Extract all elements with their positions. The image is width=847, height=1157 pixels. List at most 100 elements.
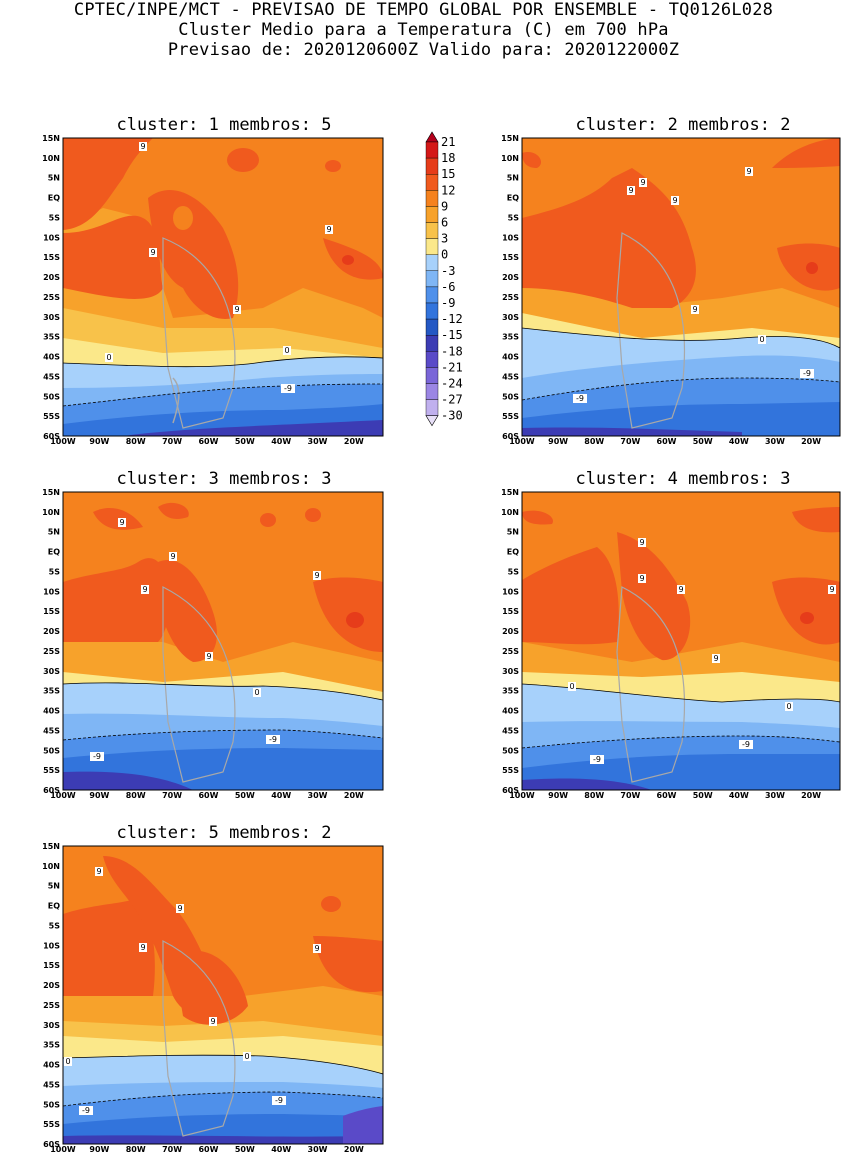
lon-tick-label: 60W	[657, 437, 677, 446]
colorbar-swatch	[425, 141, 439, 159]
contour-label: -9	[284, 384, 292, 393]
lat-tick-label: 40S	[43, 707, 60, 716]
colorbar-label: -21	[441, 360, 463, 374]
colorbar-top-arrow	[425, 131, 439, 143]
contour-label: 0	[65, 1057, 70, 1066]
contour-label-group: 9 9 9 9 9 0 -9 -9	[573, 167, 814, 403]
colorbar-label: -12	[441, 312, 463, 326]
contour-label: 9	[96, 867, 101, 876]
panel-title: cluster: 4 membros: 3	[576, 469, 791, 489]
lat-tick-label: EQ	[48, 548, 60, 557]
lat-tick-label: 25S	[43, 647, 60, 656]
lon-tick-label: 70W	[162, 791, 182, 800]
lon-tick-label: 30W	[308, 1145, 328, 1154]
lon-tick-label: 50W	[693, 437, 713, 446]
contour-label: -9	[269, 735, 277, 744]
lat-tick-label: 55S	[43, 412, 60, 421]
lat-tick-label: 35S	[43, 687, 60, 696]
lat-tick-label: 60S	[502, 432, 519, 441]
contour-label: 9	[678, 585, 683, 594]
lat-tick-label: 45S	[502, 372, 519, 381]
lon-tick-label: 60W	[657, 791, 677, 800]
contour-label-group: 9 9 9 9 0 0 -9	[105, 142, 333, 393]
lon-tick-label: 20W	[344, 791, 364, 800]
lat-tick-label: 40S	[502, 353, 519, 362]
lon-tick-label: 40W	[271, 437, 291, 446]
lat-tick-label: 5S	[49, 567, 61, 576]
contour-label: 9	[314, 944, 319, 953]
latitude-axis: 15N 10N 5N EQ 5S 10S 15S 20S 25S 30S 35S 40S 45S 50S 5…	[501, 488, 519, 795]
lon-tick-label: 80W	[584, 791, 604, 800]
map-panel-5: cluster: 5 membros: 2 9 9 9 9 9 0 0 -9 -…	[42, 823, 384, 1154]
colorbar-label: -6	[441, 280, 455, 294]
contour-label: 9	[829, 585, 834, 594]
lat-tick-label: 20S	[43, 981, 60, 990]
lat-tick-label: 35S	[43, 333, 60, 342]
lat-tick-label: 20S	[43, 273, 60, 282]
lon-tick-label: 40W	[729, 437, 749, 446]
lat-tick-label: 10N	[42, 508, 60, 517]
lat-tick-label: 55S	[502, 412, 519, 421]
lat-tick-label: 25S	[43, 293, 60, 302]
lat-tick-label: 10N	[501, 154, 519, 163]
lat-tick-label: 10S	[43, 233, 60, 242]
lon-tick-label: 30W	[765, 437, 785, 446]
map-panel-3: cluster: 3 membros: 3 9 9 9 9 9 0 -9 -9	[42, 469, 384, 800]
lat-tick-label: 60S	[502, 786, 519, 795]
colorbar-swatch	[425, 351, 439, 368]
lat-tick-label: 15N	[501, 488, 519, 497]
colorbar-label: -30	[441, 409, 463, 423]
lat-tick-label: 60S	[43, 1140, 60, 1149]
colorbar-swatch	[425, 334, 439, 352]
lon-tick-label: 40W	[271, 791, 291, 800]
lat-tick-label: EQ	[507, 548, 519, 557]
colorbar-label: -18	[441, 344, 463, 358]
colorbar-label: 3	[441, 232, 448, 246]
lat-tick-label: 40S	[43, 1061, 60, 1070]
contour-label: 9	[170, 552, 175, 561]
lat-tick-label: 25S	[502, 647, 519, 656]
lat-tick-label: 5N	[48, 882, 60, 891]
lon-tick-label: 30W	[308, 437, 328, 446]
longitude-axis: 100W 90W 80W 70W 60W 50W 40W 30W 20W	[509, 437, 821, 446]
map-panel-4: cluster: 4 membros: 3 9 9 9 9 9 0 0 -9 -…	[501, 469, 841, 800]
contour-label-group: 9 9 9 9 9 0 0 -9 -9	[568, 538, 836, 764]
lat-tick-label: 50S	[502, 392, 519, 401]
lat-tick-label: 50S	[502, 746, 519, 755]
lat-tick-label: 25S	[502, 293, 519, 302]
colorbar-swatch	[425, 367, 439, 384]
lat-tick-label: 5S	[49, 921, 61, 930]
lat-tick-label: 15S	[43, 253, 60, 262]
colorbar-swatch	[425, 270, 439, 288]
contour-label: 0	[759, 335, 764, 344]
colorbar-swatch	[425, 318, 439, 336]
colorbar-label: 21	[441, 135, 455, 149]
colorbar-label: 6	[441, 216, 448, 230]
lat-tick-label: 50S	[43, 392, 60, 401]
lon-tick-label: 90W	[548, 437, 568, 446]
lat-tick-label: 35S	[502, 687, 519, 696]
lat-tick-label: 5N	[48, 174, 60, 183]
lon-tick-label: 20W	[344, 1145, 364, 1154]
lat-tick-label: 5S	[508, 567, 520, 576]
lon-tick-label: 70W	[162, 437, 182, 446]
lon-tick-label: 60W	[198, 791, 218, 800]
lat-tick-label: 15N	[42, 842, 60, 851]
colorbar-bottom-arrow	[425, 415, 439, 427]
contour-label: 0	[106, 353, 111, 362]
lon-tick-label: 100W	[50, 437, 76, 446]
lat-tick-label: 60S	[43, 786, 60, 795]
contour-label: -9	[593, 755, 601, 764]
contour-label: 0	[786, 702, 791, 711]
contour-label: 0	[244, 1052, 249, 1061]
colorbar-swatch	[425, 302, 439, 320]
panel-title: cluster: 2 membros: 2	[576, 115, 791, 135]
colorbar-swatch	[425, 399, 439, 416]
lon-tick-label: 50W	[693, 791, 713, 800]
header-line-3: Previsao de: 2020120600Z Valido para: 20…	[167, 40, 680, 60]
lat-tick-label: 10N	[42, 862, 60, 871]
lat-tick-label: 10S	[502, 587, 519, 596]
longitude-axis: 100W 90W 80W 70W 60W 50W 40W 30W 20W	[50, 791, 364, 800]
contour-label: 9	[206, 652, 211, 661]
lat-tick-label: 55S	[502, 766, 519, 775]
